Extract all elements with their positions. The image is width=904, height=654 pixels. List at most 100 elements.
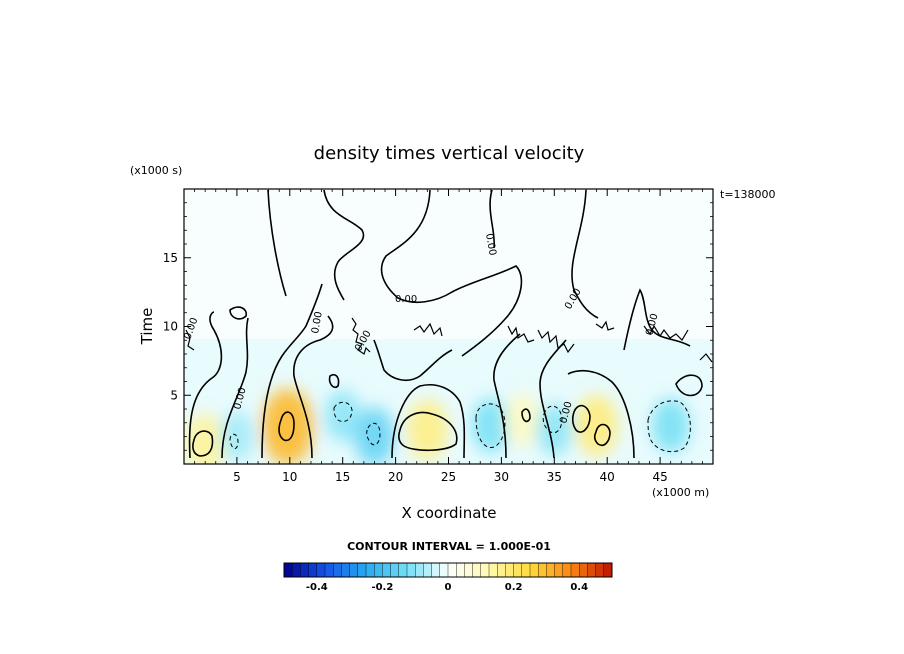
shaded-feature-1 xyxy=(185,414,226,464)
time-label: t=138000 xyxy=(720,188,776,201)
contour-zero-line-2 xyxy=(221,317,249,459)
colorbar-cell xyxy=(513,562,523,578)
contour-positive-3 xyxy=(398,411,458,452)
contour-zero-line-6 xyxy=(323,189,365,301)
colorbar-cell xyxy=(587,562,597,578)
contour-zero-line-12 xyxy=(539,339,567,459)
x-axis-label: X coordinate xyxy=(401,504,496,522)
x-tick-label: 40 xyxy=(600,470,615,484)
colorbar-cell xyxy=(374,562,383,578)
colorbar-tick-label: 0 xyxy=(445,582,452,593)
colorbar-cell xyxy=(292,562,301,578)
contour-zero-line-1 xyxy=(188,311,223,459)
y-tick-label: 15 xyxy=(163,251,178,265)
shaded-feature-7 xyxy=(472,398,510,453)
contour-closed-2 xyxy=(675,374,703,397)
contour-negative-1 xyxy=(229,433,239,449)
contour-closed-1 xyxy=(229,306,248,320)
colorbar-cell xyxy=(439,562,449,578)
contour-positive-1 xyxy=(192,430,214,457)
x-units-label: (x1000 m) xyxy=(652,486,709,499)
colorbar-cell xyxy=(538,562,547,578)
contour-zero-line-14 xyxy=(567,369,635,459)
contour-zero-line-4 xyxy=(293,315,334,459)
colorbar-tick-label: 0.4 xyxy=(570,582,588,593)
colorbar-cell xyxy=(406,562,416,578)
shaded-feature-3 xyxy=(261,388,314,464)
contour-positive-4 xyxy=(521,408,531,423)
colorbar-cell xyxy=(300,562,310,578)
colorbar xyxy=(283,562,613,578)
y-tick-label: 10 xyxy=(163,320,178,334)
contour-positive-2 xyxy=(278,411,295,442)
colorbar-cell xyxy=(365,562,375,578)
colorbar-cell xyxy=(521,562,531,578)
colorbar-cell xyxy=(349,562,359,578)
contour-closed-3 xyxy=(328,373,340,389)
x-tick-label: 20 xyxy=(388,470,403,484)
contour-positive-6 xyxy=(593,423,611,447)
colorbar-cell xyxy=(431,562,441,578)
colorbar-cell xyxy=(341,562,351,578)
colorbar-tick-label: -0.2 xyxy=(371,582,393,593)
colorbar-cell xyxy=(480,562,490,578)
contour-noise-3 xyxy=(507,325,535,343)
colorbar-cell xyxy=(472,562,482,578)
shaded-feature-4 xyxy=(324,389,361,442)
contour-zero-line-10 xyxy=(489,189,496,249)
colorbar-cell xyxy=(456,562,465,578)
contour-label-3: 0.00 xyxy=(310,311,325,335)
contour-label-6: 0.00 xyxy=(483,233,498,257)
colorbar-tick-label: -0.4 xyxy=(306,582,328,593)
colorbar-cell xyxy=(333,562,342,578)
x-tick-label: 35 xyxy=(547,470,562,484)
contour-zero-line-5 xyxy=(267,189,287,297)
colorbar-cell xyxy=(488,562,498,578)
x-tick-label: 45 xyxy=(652,470,667,484)
colorbar-cell xyxy=(316,562,326,578)
y-units-label: (x1000 s) xyxy=(130,164,182,177)
colorbar-cell xyxy=(415,562,424,578)
colorbar-cell xyxy=(546,562,556,578)
y-tick-label: 5 xyxy=(170,388,178,402)
contour-zero-line-7 xyxy=(373,339,453,382)
contour-zero-line-3 xyxy=(261,283,323,459)
colorbar-cell xyxy=(562,562,572,578)
shaded-feature-8 xyxy=(504,394,541,446)
shaded-feature-5 xyxy=(354,407,395,464)
shaded-features xyxy=(185,388,690,464)
contour-negative-4 xyxy=(475,403,506,448)
colorbar-cell xyxy=(529,562,539,578)
contour-positive-5 xyxy=(571,404,591,433)
contour-noise-7 xyxy=(185,329,195,351)
colorbar-cell xyxy=(505,562,515,578)
x-axis-ticks: 5 10 15 20 25 30 35 40 45 xyxy=(194,189,703,484)
contour-zero-line-9 xyxy=(380,189,523,357)
contour-noise-5 xyxy=(595,320,615,331)
contour-labels: 0.00 0.00 0.00 0.00 0.00 0.00 0.00 0.00 … xyxy=(184,233,661,425)
contour-zero-line-15 xyxy=(623,288,691,351)
contour-lines xyxy=(188,189,703,459)
contour-negative-6 xyxy=(647,400,691,453)
shaded-feature-2 xyxy=(219,411,255,462)
contour-noise-6 xyxy=(643,324,689,341)
colorbar-cell xyxy=(357,562,367,578)
contour-label-5: 0.00 xyxy=(395,294,417,305)
colorbar-cell xyxy=(308,562,318,578)
colorbar-cell xyxy=(390,562,400,578)
colorbar-cell xyxy=(324,562,334,578)
colorbar-frame xyxy=(283,562,613,578)
colorbar-cell xyxy=(382,562,392,578)
contour-zero-line-8 xyxy=(391,384,466,459)
colorbar-cell xyxy=(398,562,408,578)
plot-white-upper xyxy=(184,189,713,339)
colorbar-ticks: -0.4 -0.2 0 0.2 0.4 xyxy=(306,582,588,593)
contour-noise-4 xyxy=(537,329,575,354)
x-tick-label: 5 xyxy=(233,470,241,484)
x-tick-label: 25 xyxy=(441,470,456,484)
contour-negative-2 xyxy=(333,401,353,423)
contour-interval-text: CONTOUR INTERVAL = 1.000E-01 xyxy=(347,540,551,553)
colorbar-cell xyxy=(570,562,580,578)
colorbar-cell xyxy=(603,562,613,578)
